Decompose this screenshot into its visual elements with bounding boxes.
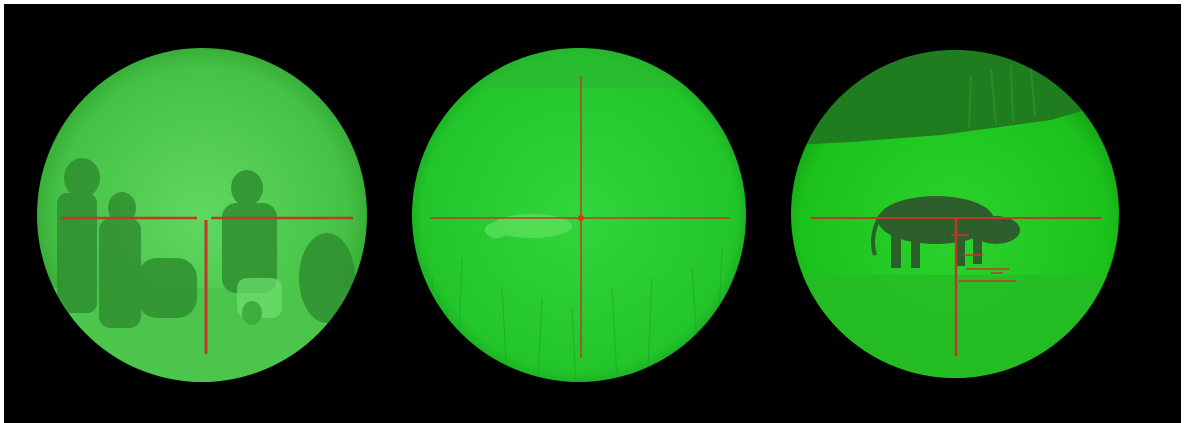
night-vision-scene-3 [791, 50, 1119, 378]
night-vision-scene-2 [412, 48, 746, 382]
treeline [791, 50, 1119, 145]
scope-view-1 [37, 48, 367, 382]
figure-silhouettes [57, 158, 355, 328]
grass-texture [431, 247, 723, 382]
animal-silhouette [485, 214, 572, 238]
scope-view-3 [791, 50, 1119, 378]
scope-view-2 [412, 48, 746, 382]
reticle-center-dot [578, 215, 584, 221]
night-vision-scene-1 [37, 48, 367, 382]
reticle-ladder [811, 217, 1101, 356]
reticle-duplex [61, 216, 353, 354]
boar-silhouette [871, 196, 1020, 268]
image-frame [4, 4, 1181, 423]
